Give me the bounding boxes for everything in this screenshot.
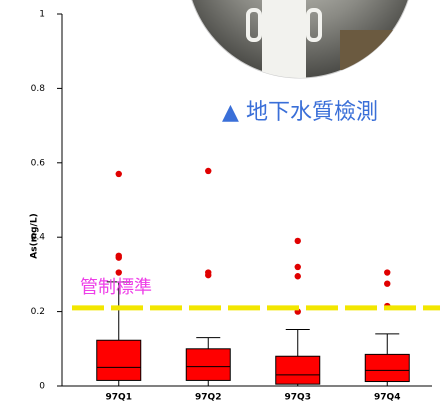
- y-tick-label: 0.6: [31, 158, 46, 168]
- box: [275, 355, 321, 385]
- x-tick-label: 97Q2: [195, 393, 221, 403]
- y-tick-label: 0.8: [31, 84, 46, 94]
- outlier: [384, 269, 391, 276]
- outlier: [205, 271, 212, 279]
- outlier: [384, 280, 391, 287]
- box: [364, 353, 410, 383]
- outlier: [294, 263, 301, 271]
- y-tick-label: 0.2: [31, 307, 45, 317]
- outlier: [205, 167, 212, 175]
- y-axis-label: As(mg/L): [30, 213, 40, 258]
- box: [96, 339, 142, 381]
- x-tick-label: 97Q3: [285, 393, 311, 403]
- outlier: [294, 237, 301, 245]
- y-tick-label: 0: [39, 382, 45, 392]
- x-tick-label: 97Q4: [374, 393, 400, 403]
- photo: [191, 0, 414, 79]
- outlier: [115, 170, 122, 178]
- x-tick-label: 97Q1: [106, 393, 132, 403]
- outlier: [115, 254, 122, 261]
- y-tick-label: 1: [39, 10, 45, 20]
- outlier: [294, 273, 301, 280]
- annotation: ▲ 地下水質檢測: [222, 100, 378, 125]
- y-tick-label: 0.4: [31, 233, 46, 243]
- threshold-label: 管制標準: [80, 277, 152, 298]
- outlier: [115, 269, 122, 276]
- box: [185, 348, 231, 381]
